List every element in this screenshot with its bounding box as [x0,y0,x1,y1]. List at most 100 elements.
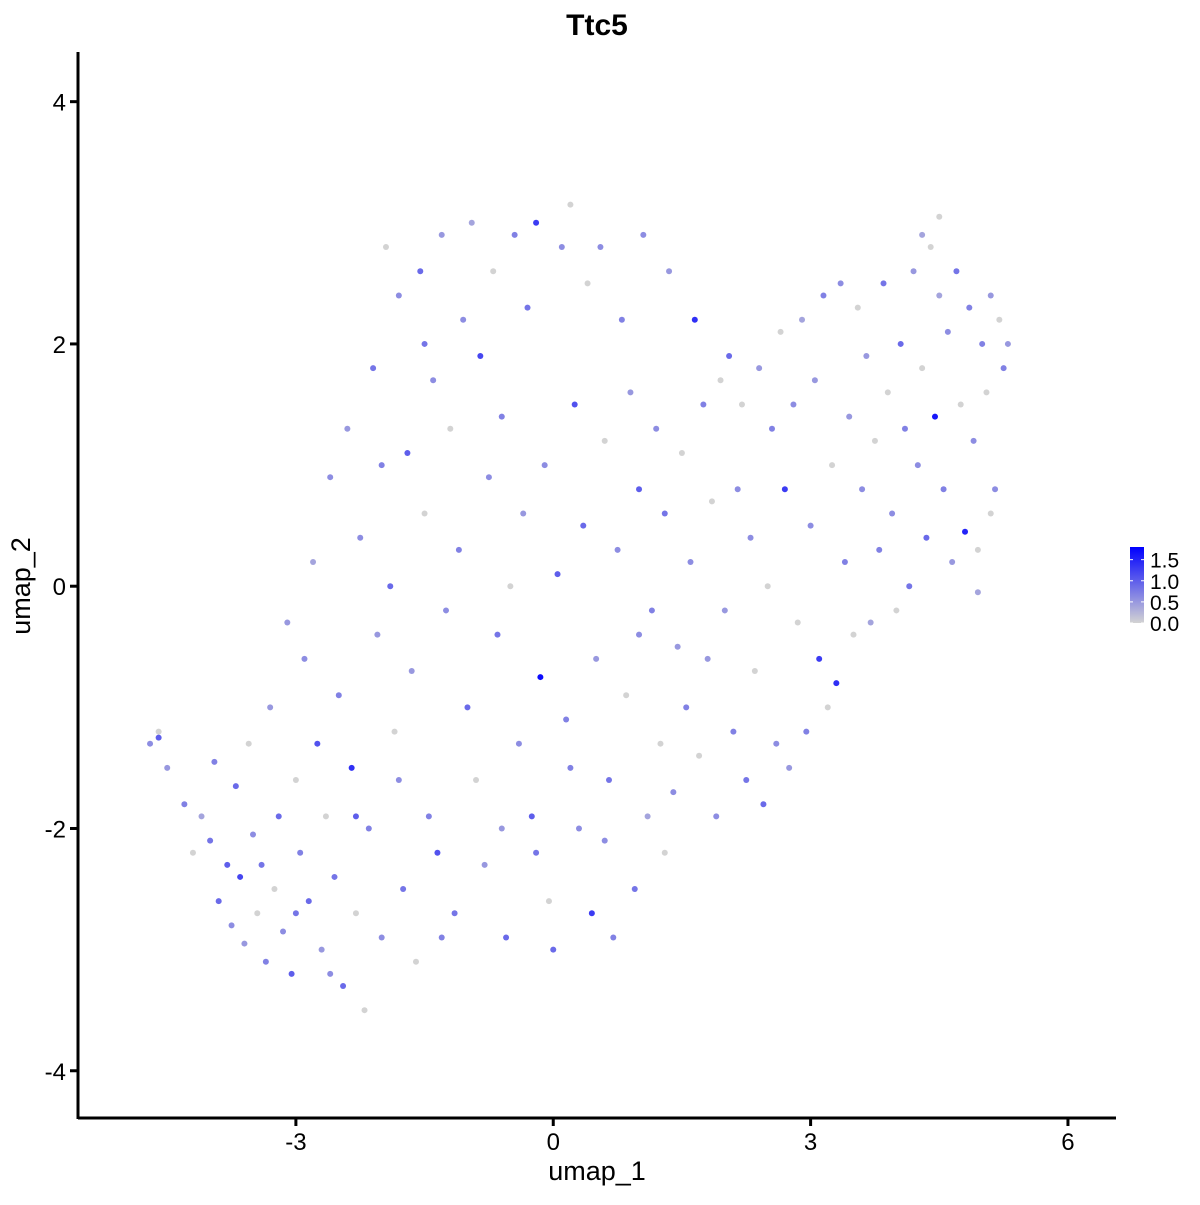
data-point [811,377,818,384]
data-point [468,219,475,226]
data-point [631,886,638,893]
data-point [623,692,630,699]
data-point [910,268,917,275]
data-point [841,558,848,565]
data-point [773,740,780,747]
data-point [481,861,488,868]
colorbar-label: 1.0 [1150,571,1179,594]
data-point [271,886,278,893]
y-tick-label: -2 [45,816,66,843]
data-point [846,413,853,420]
data-point [417,268,424,275]
data-point [533,849,540,856]
data-point [854,304,861,311]
data-point [292,910,299,917]
data-point [528,813,535,820]
data-point [254,910,261,917]
colorbar-ticks: 0.00.51.01.5 [1130,550,1179,636]
data-point [245,740,252,747]
data-point [992,486,999,493]
data-point [644,813,651,820]
data-point [824,704,831,711]
data-point [919,365,926,372]
data-point [498,825,505,832]
data-point [661,849,668,856]
data-point [515,740,522,747]
data-point [357,534,364,541]
data-point [331,873,338,880]
data-point [262,958,269,965]
data-point [352,910,359,917]
data-point [580,522,587,529]
y-axis-label: umap_2 [6,537,36,635]
data-point [962,528,969,535]
data-point [593,655,600,662]
x-tick-label: 3 [804,1129,817,1156]
data-point [597,244,604,251]
data-point [370,365,377,372]
data-point [503,934,510,941]
data-point [777,328,784,335]
data-point [691,316,698,323]
data-point [803,728,810,735]
data-point [284,619,291,626]
data-point [794,619,801,626]
data-point [914,462,921,469]
data-point [979,340,986,347]
data-point [297,849,304,856]
data-point [207,837,214,844]
data-point [310,558,317,565]
data-point [1004,340,1011,347]
data-point [884,389,891,396]
data-point [400,886,407,893]
data-point [485,474,492,481]
data-point [786,764,793,771]
data-point [666,268,673,275]
x-ticks: -3 0 3 6 [285,1118,1075,1156]
data-point [421,340,428,347]
data-point [931,413,938,420]
data-point [378,462,385,469]
data-point [550,946,557,953]
data-point [1000,365,1007,372]
data-point [571,401,578,408]
data-point [751,668,758,675]
data-point [953,268,960,275]
data-point [936,213,943,220]
data-point [636,486,643,493]
x-tick-label: -3 [285,1129,306,1156]
y-ticks: -4 -2 0 2 4 [45,90,78,1086]
data-point [434,849,441,856]
data-point [901,425,908,432]
data-point [974,589,981,596]
data-point [464,704,471,711]
data-point [799,316,806,323]
data-point [494,631,501,638]
data-point [211,758,218,765]
data-point [322,813,329,820]
data-point [498,413,505,420]
data-point [734,486,741,493]
data-point [696,752,703,759]
data-point [250,831,257,838]
data-point [859,486,866,493]
data-point [545,898,552,905]
data-point [704,655,711,662]
data-point [683,704,690,711]
data-point [382,244,389,251]
data-point [708,498,715,505]
data-point [537,674,544,681]
data-point [258,861,265,868]
data-point [760,801,767,808]
data-point [155,728,162,735]
data-point [455,546,462,553]
data-point [966,304,973,311]
data-point [829,462,836,469]
data-point [730,728,737,735]
data-point [387,583,394,590]
data-point [164,764,171,771]
data-point [395,777,402,784]
data-point [181,801,188,808]
data-point [863,353,870,360]
colorbar-label: 1.5 [1150,550,1179,573]
